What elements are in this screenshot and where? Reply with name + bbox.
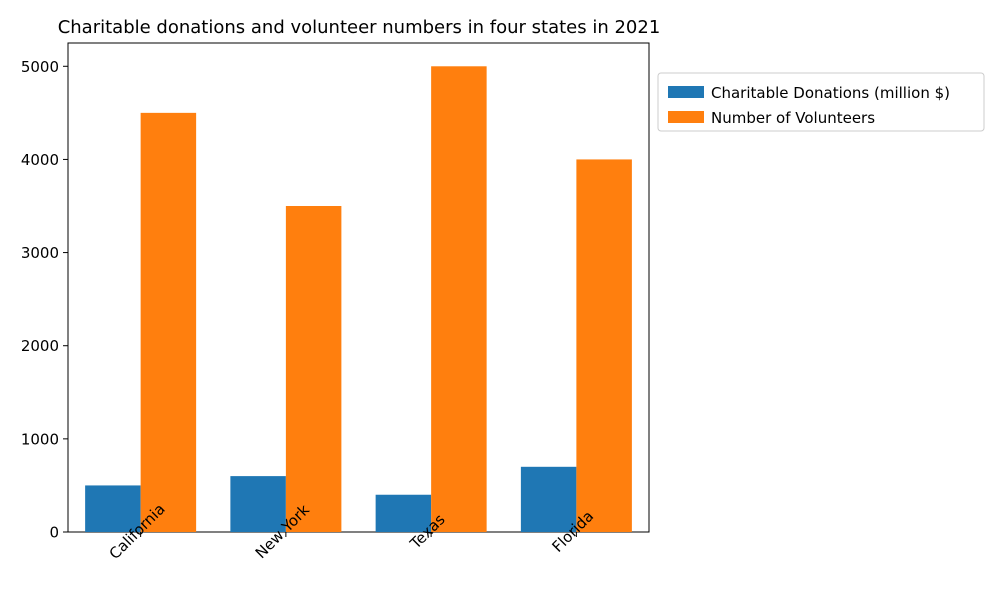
bar-donations-california xyxy=(85,485,141,532)
y-tick-label: 3000 xyxy=(21,244,59,262)
bar-donations-new-york xyxy=(230,476,286,532)
bar-donations-florida xyxy=(520,466,577,532)
bar-donations-texas xyxy=(375,494,432,532)
legend-box xyxy=(657,72,985,132)
y-tick-label: 2000 xyxy=(21,337,59,355)
y-tick-label: 4000 xyxy=(21,151,59,169)
axes-frame xyxy=(67,42,650,533)
bars-group xyxy=(85,66,632,533)
plot-area xyxy=(67,42,650,533)
legend: Charitable Donations (million $) Number o… xyxy=(657,72,985,132)
y-axis: 0 1000 2000 3000 4000 5000 xyxy=(21,58,68,542)
legend-label: Number of Volunteers xyxy=(711,109,875,127)
legend-swatch xyxy=(668,86,704,98)
bar-volunteers-texas xyxy=(431,66,487,532)
bar-volunteers-california xyxy=(140,112,197,533)
bar-volunteers-new-york xyxy=(285,206,342,532)
y-tick-label: 1000 xyxy=(21,430,59,448)
legend-label: Charitable Donations (million $) xyxy=(711,84,950,102)
y-tick-label: 5000 xyxy=(21,58,59,76)
bar-volunteers-florida xyxy=(576,159,632,532)
legend-swatch xyxy=(668,111,704,123)
y-tick-label: 0 xyxy=(49,524,59,542)
chart-title: Charitable donations and volunteer numbe… xyxy=(58,17,661,38)
